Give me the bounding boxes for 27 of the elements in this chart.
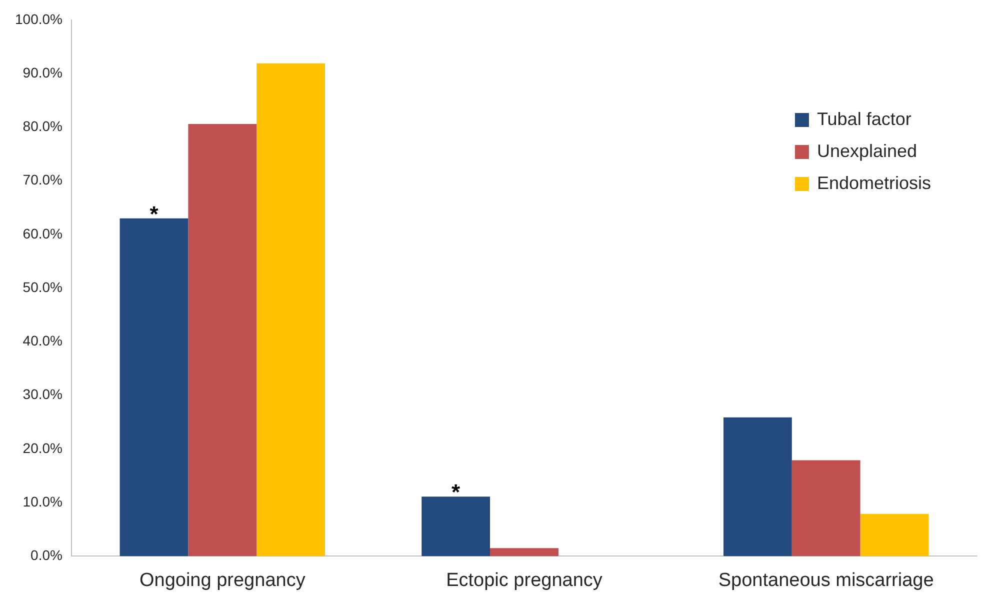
legend-label: Endometriosis	[816, 172, 931, 193]
y-tick-label: 80.0%	[22, 118, 62, 134]
y-tick-label: 70.0%	[22, 172, 62, 188]
bar	[490, 548, 558, 556]
bar	[188, 124, 257, 556]
x-tick-label: Ectopic pregnancy	[446, 570, 603, 591]
y-tick-label: 40.0%	[22, 332, 62, 349]
y-tick-label: 0.0%	[30, 547, 62, 564]
legend-label: Unexplained	[816, 140, 918, 161]
y-tick-label: 10.0%	[22, 493, 62, 510]
y-tick-label: 50.0%	[22, 278, 62, 295]
y-tick-label: 90.0%	[22, 64, 62, 80]
bar	[723, 417, 792, 556]
bar	[422, 496, 490, 556]
x-tick-label: Ongoing pregnancy	[139, 570, 306, 591]
bar	[860, 514, 929, 556]
bar	[256, 63, 326, 556]
y-tick-label: 100.0%	[15, 10, 62, 27]
bar	[792, 460, 860, 556]
y-tick-label: 60.0%	[22, 225, 62, 242]
annotation: *	[452, 480, 461, 505]
x-tick-label: Spontaneous miscarriage	[718, 570, 934, 591]
y-tick-label: 30.0%	[22, 386, 62, 402]
y-tick-label: 20.0%	[22, 440, 62, 456]
annotation: *	[150, 201, 159, 226]
legend-label: Tubal factor	[816, 108, 912, 129]
bar	[120, 218, 188, 556]
